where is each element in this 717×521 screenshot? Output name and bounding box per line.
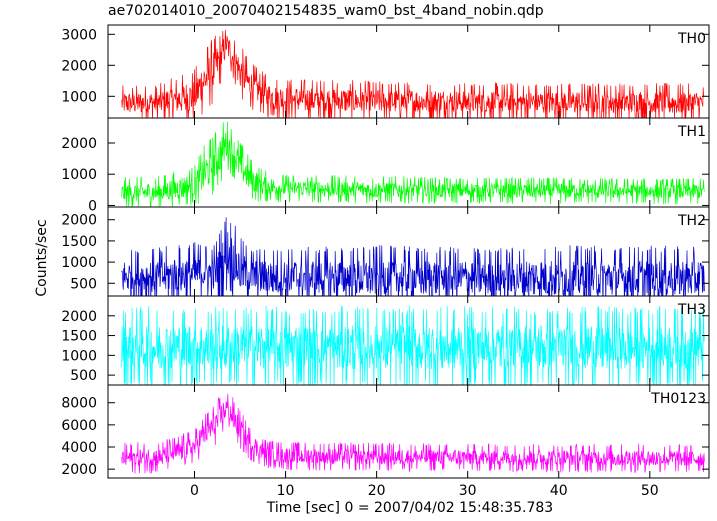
y-tick-label: 2000 (61, 136, 97, 152)
series-th0123 (121, 393, 705, 474)
y-tick-label: 1000 (61, 167, 97, 183)
y-tick-label: 2000 (61, 309, 97, 325)
y-tick-label: 4000 (61, 440, 97, 456)
y-tick-label: 500 (70, 276, 97, 292)
y-tick-label: 2000 (61, 58, 97, 74)
y-tick-label: 2000 (61, 213, 97, 229)
series-th2 (121, 217, 705, 296)
panel-frame-th0123 (107, 384, 710, 479)
series-th1 (121, 121, 705, 207)
x-tick-label: 20 (368, 483, 386, 499)
x-tick-label: 50 (641, 483, 659, 499)
y-tick-label: 6000 (61, 418, 97, 434)
x-tick-label: 40 (550, 483, 568, 499)
panel-label-th0: TH0 (677, 31, 706, 47)
x-axis-label: Time [sec] 0 = 2007/04/02 15:48:35.783 (266, 500, 553, 516)
series-th3 (121, 305, 705, 385)
y-tick-label: 1500 (61, 234, 97, 250)
panel-label-th0123: TH0123 (650, 391, 706, 407)
y-axis-label: Counts/sec (34, 219, 50, 296)
series-th0 (121, 29, 705, 118)
panel-label-th2: TH2 (677, 213, 706, 229)
y-tick-label: 3000 (61, 27, 97, 43)
y-tick-label: 1500 (61, 329, 97, 345)
x-tick-label: 10 (277, 483, 295, 499)
panel-label-th1: TH1 (677, 124, 706, 140)
y-tick-label: 2000 (61, 462, 97, 478)
y-tick-label: 1000 (61, 348, 97, 364)
panel-label-th3: TH3 (677, 302, 706, 318)
chart-title: ae702014010_20070402154835_wam0_bst_4ban… (108, 3, 544, 19)
y-tick-label: 1000 (61, 89, 97, 105)
y-tick-label: 1000 (61, 255, 97, 271)
y-tick-label: 0 (88, 198, 97, 214)
x-tick-label: 30 (459, 483, 477, 499)
y-tick-label: 500 (70, 368, 97, 384)
y-tick-label: 8000 (61, 396, 97, 412)
x-tick-label: 0 (190, 483, 199, 499)
